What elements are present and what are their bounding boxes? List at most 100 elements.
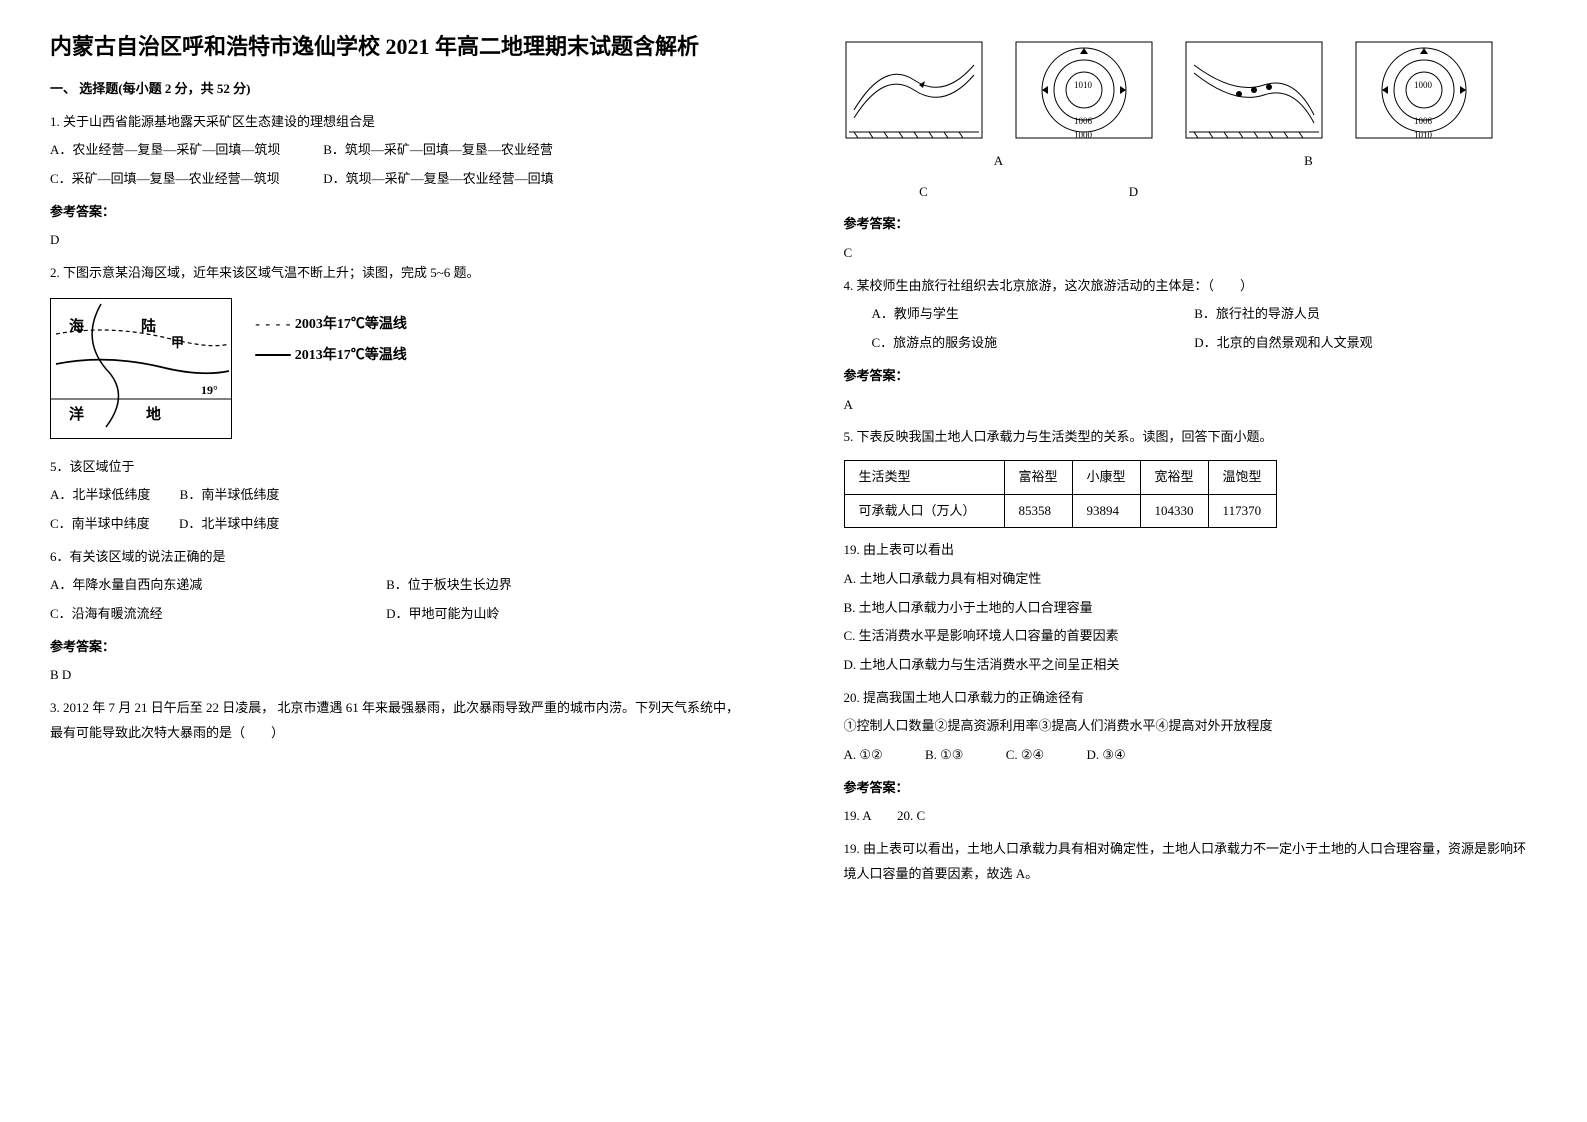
weather-labels-row2: C D <box>844 180 1344 205</box>
label-jia: 甲 <box>171 335 184 350</box>
q3-labC: C <box>844 180 1004 205</box>
q3-labB: B <box>1154 149 1464 174</box>
q4-opts-row1: A．教师与学生 B．旅行社的导游人员 <box>872 302 1538 327</box>
s19D: D. 土地人口承载力与生活消费水平之间呈正相关 <box>844 653 1538 678</box>
svg-text:1010: 1010 <box>1414 130 1433 140</box>
svg-text:1006: 1006 <box>1074 116 1093 126</box>
th2: 小康型 <box>1072 460 1140 494</box>
section-heading: 一、 选择题(每小题 2 分，共 52 分) <box>50 77 744 102</box>
r2: 93894 <box>1072 494 1140 528</box>
th1: 富裕型 <box>1004 460 1072 494</box>
left-column: 内蒙古自治区呼和浩特市逸仙学校 2021 年高二地理期末试题含解析 一、 选择题… <box>0 0 794 1122</box>
q3-ref: 参考答案： <box>844 212 1538 237</box>
weather-B: 1010 1006 1000 <box>1014 40 1154 145</box>
s20-opts: A. ①② B. ①③ C. ②④ D. ③④ <box>844 743 1538 768</box>
q4-opts-row2: C．旅游点的服务设施 D．北京的自然景观和人文景观 <box>872 331 1538 356</box>
s5D: D．北半球中纬度 <box>179 516 279 531</box>
q4-optC: C．旅游点的服务设施 <box>872 331 1191 356</box>
q5-ans: 19. A 20. C <box>844 804 1538 829</box>
q1-optB: B．筑坝—采矿—回填—复垦—农业经营 <box>323 138 573 163</box>
q5-stem: 5. 下表反映我国土地人口承载力与生活类型的关系。读图，回答下面小题。 <box>844 425 1538 450</box>
q5-sub19: 19. 由上表可以看出 <box>844 538 1538 563</box>
q2-sub6-opts: A．年降水量自西向东递减 B．位于板块生长边界 <box>50 573 744 598</box>
s6C: C．沿海有暖流流经 <box>50 602 383 627</box>
s20C: C. ②④ <box>1006 747 1044 762</box>
label-lat: 19° <box>201 383 218 397</box>
q2-map-diagram: 海 陆 甲 洋 地 19° <box>50 298 232 439</box>
q3-ans: C <box>844 241 1538 266</box>
s19C: C. 生活消费水平是影响环境人口容量的首要因素 <box>844 624 1538 649</box>
s6D: D．甲地可能为山岭 <box>386 602 719 627</box>
q2-sub5-opts2: C．南半球中纬度 D．北半球中纬度 <box>50 512 744 537</box>
q2-figure-wrap: 海 陆 甲 洋 地 19° - - - - 2003年17℃等温线 2013年1… <box>50 290 744 447</box>
legend1: 2003年17℃等温线 <box>295 317 407 332</box>
r0: 可承载人口（万人） <box>844 494 1004 528</box>
q1-stem: 1. 关于山西省能源基地露天采矿区生态建设的理想组合是 <box>50 110 744 135</box>
q2-sub5-opts: A．北半球低纬度 B．南半球低纬度 <box>50 483 744 508</box>
q2-ans: B D <box>50 663 744 688</box>
q5-ref: 参考答案： <box>844 776 1538 801</box>
weather-diagram-row: 1010 1006 1000 1000 1006 1010 <box>844 40 1538 145</box>
weather-labels-row1: A B <box>844 149 1504 174</box>
page-title: 内蒙古自治区呼和浩特市逸仙学校 2021 年高二地理期末试题含解析 <box>50 30 744 63</box>
q5-expl: 19. 由上表可以看出，土地人口承载力具有相对确定性，土地人口承载力不一定小于土… <box>844 837 1538 886</box>
th4: 温饱型 <box>1208 460 1276 494</box>
q4-optA: A．教师与学生 <box>872 302 1191 327</box>
s5C: C．南半球中纬度 <box>50 516 150 531</box>
q4-ref: 参考答案： <box>844 364 1538 389</box>
q4-stem: 4. 某校师生由旅行社组织去北京旅游，这次旅游活动的主体是：（ ） <box>844 274 1538 299</box>
q2-legend: - - - - 2003年17℃等温线 2013年17℃等温线 <box>255 310 407 372</box>
label-sea: 海 <box>69 317 84 335</box>
q2-sub6: 6．有关该区域的说法正确的是 <box>50 545 744 570</box>
svg-text:1006: 1006 <box>1414 116 1433 126</box>
q1-optD: D．筑坝—采矿—复垦—农业经营—回填 <box>323 167 573 192</box>
q3-labD: D <box>1004 180 1264 205</box>
label-ocean: 洋 <box>69 405 84 423</box>
q3-labA: A <box>844 149 1154 174</box>
q1-opts-row1: A．农业经营—复垦—采矿—回填—筑坝 B．筑坝—采矿—回填—复垦—农业经营 <box>50 138 744 163</box>
table-row: 生活类型 富裕型 小康型 宽裕型 温饱型 <box>844 460 1276 494</box>
s20B: B. ①③ <box>925 747 963 762</box>
q4-optD: D．北京的自然景观和人文景观 <box>1194 331 1513 356</box>
s19A: A. 土地人口承载力具有相对确定性 <box>844 567 1538 592</box>
dash-icon: - - - - <box>255 317 291 332</box>
s20line: ①控制人口数量②提高资源利用率③提高人们消费水平④提高对外开放程度 <box>844 714 1538 739</box>
right-column: 1010 1006 1000 1000 1006 1010 <box>794 0 1587 1122</box>
q2-ref: 参考答案： <box>50 635 744 660</box>
weather-C <box>1184 40 1324 145</box>
q1-ans: D <box>50 228 744 253</box>
r1: 85358 <box>1004 494 1072 528</box>
s20A: A. ①② <box>844 747 883 762</box>
weather-A <box>844 40 984 145</box>
q2-sub5: 5．该区域位于 <box>50 455 744 480</box>
th3: 宽裕型 <box>1140 460 1208 494</box>
q1-optA: A．农业经营—复垦—采矿—回填—筑坝 <box>50 138 300 163</box>
q2-sub6-opts2: C．沿海有暖流流经 D．甲地可能为山岭 <box>50 602 744 627</box>
weather-D: 1000 1006 1010 <box>1354 40 1494 145</box>
map-svg: 海 陆 甲 洋 地 19° <box>51 299 231 429</box>
r3: 104330 <box>1140 494 1208 528</box>
label-earth: 地 <box>146 405 161 423</box>
q4-optB: B．旅行社的导游人员 <box>1194 302 1513 327</box>
s19B: B. 土地人口承载力小于土地的人口合理容量 <box>844 596 1538 621</box>
s6B: B．位于板块生长边界 <box>386 573 719 598</box>
s5B: B．南半球低纬度 <box>180 487 280 502</box>
q5-sub20: 20. 提高我国土地人口承载力的正确途径有 <box>844 686 1538 711</box>
q4-ans: A <box>844 393 1538 418</box>
legend2: 2013年17℃等温线 <box>295 348 407 363</box>
solid-icon <box>255 354 291 356</box>
q1-optC: C．采矿—回填—复垦—农业经营—筑坝 <box>50 167 300 192</box>
q1-ref: 参考答案： <box>50 200 744 225</box>
th0: 生活类型 <box>844 460 1004 494</box>
q3-stem: 3. 2012 年 7 月 21 日午后至 22 日凌晨， 北京市遭遇 61 年… <box>50 696 744 745</box>
table-row: 可承载人口（万人） 85358 93894 104330 117370 <box>844 494 1276 528</box>
svg-text:1000: 1000 <box>1414 80 1433 90</box>
s6A: A．年降水量自西向东递减 <box>50 573 383 598</box>
s5A: A．北半球低纬度 <box>50 487 150 502</box>
q2-stem: 2. 下图示意某沿海区域，近年来该区域气温不断上升；读图，完成 5~6 题。 <box>50 261 744 286</box>
q1-opts-row2: C．采矿—回填—复垦—农业经营—筑坝 D．筑坝—采矿—复垦—农业经营—回填 <box>50 167 744 192</box>
r4: 117370 <box>1208 494 1276 528</box>
q5-table: 生活类型 富裕型 小康型 宽裕型 温饱型 可承载人口（万人） 85358 938… <box>844 460 1277 528</box>
label-land: 陆 <box>141 318 156 335</box>
svg-text:1010: 1010 <box>1074 80 1093 90</box>
